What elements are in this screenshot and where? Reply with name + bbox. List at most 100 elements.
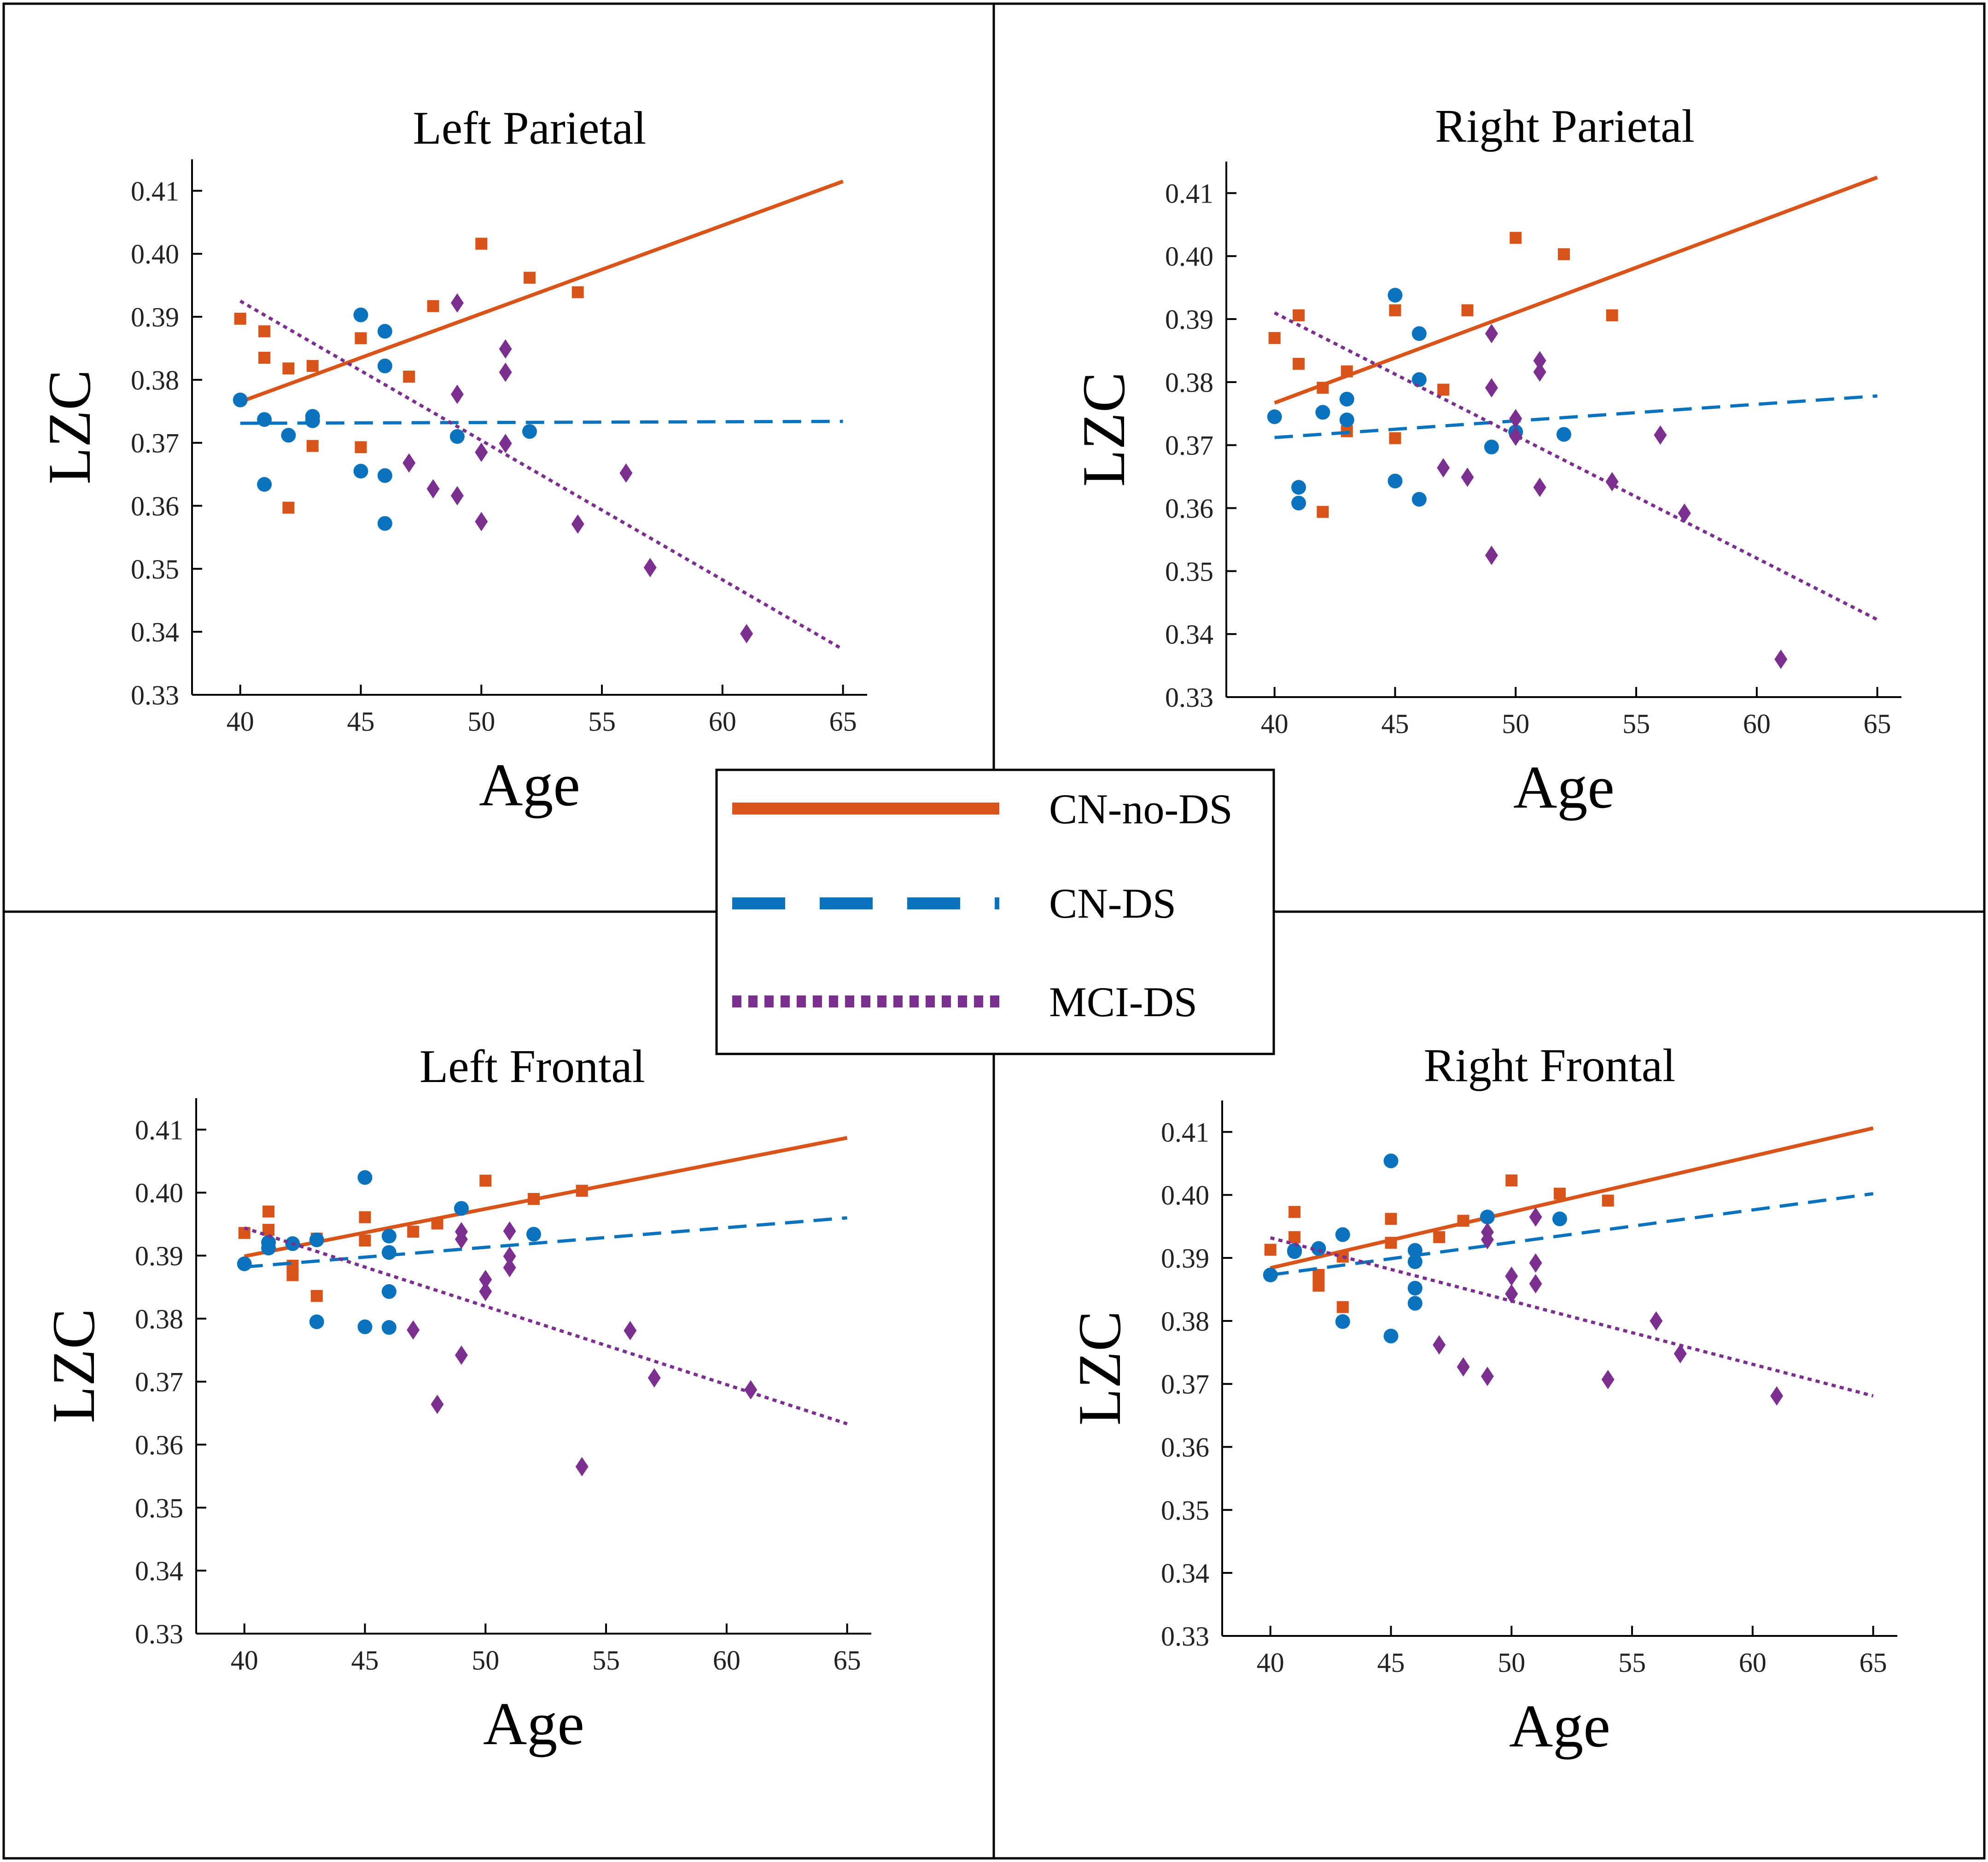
legend: CN-no-DS CN-DS MCI-DS — [715, 768, 1275, 1055]
left-parietal-mci-ds-point — [571, 514, 584, 534]
left-frontal-y-tick-label: 0.36 — [135, 1430, 183, 1461]
left-parietal-mci-ds-point — [450, 384, 464, 404]
right-frontal-cn-ds-fit-line — [1270, 1192, 1874, 1277]
left-frontal-mci-ds-point — [455, 1229, 468, 1249]
right-frontal-cn-no-ds-point — [1385, 1213, 1397, 1225]
left-frontal-y-tick-label: 0.37 — [135, 1367, 183, 1397]
left-parietal-x-axis-label: Age — [479, 751, 580, 819]
left-frontal-cn-no-ds-point — [528, 1193, 540, 1205]
left-parietal-y-tick-label: 0.38 — [131, 365, 179, 396]
left-parietal-y-tick-label: 0.39 — [131, 302, 179, 332]
right-frontal-mci-ds-point — [1505, 1284, 1518, 1304]
left-parietal-cn-no-ds-point — [306, 360, 319, 372]
right-frontal-cn-no-ds-point — [1288, 1206, 1301, 1218]
left-frontal-cn-no-ds-point — [262, 1205, 275, 1218]
left-parietal-cn-ds-point — [281, 428, 296, 443]
right-parietal-mci-ds-point — [1533, 362, 1546, 382]
right-parietal-y-tick-label: 0.38 — [1165, 367, 1213, 398]
right-parietal-mci-ds-point — [1437, 458, 1450, 477]
left-frontal-cn-no-ds-point — [359, 1234, 371, 1247]
right-frontal-x-tick-label: 55 — [1618, 1647, 1646, 1678]
left-frontal-x-axis-label: Age — [483, 1690, 584, 1757]
right-frontal-cn-no-ds-point — [1264, 1244, 1277, 1256]
right-parietal-cn-ds-point — [1388, 473, 1403, 489]
right-parietal-y-axis-label: LZC — [1070, 372, 1137, 487]
left-frontal-mci-ds-point — [575, 1457, 589, 1477]
right-frontal-cn-no-ds-fit-line — [1270, 1126, 1874, 1270]
right-frontal-cn-ds-point — [1263, 1268, 1278, 1283]
right-frontal-x-tick-label: 50 — [1498, 1647, 1525, 1678]
right-parietal-cn-no-ds-point — [1606, 309, 1618, 321]
right-frontal-mci-ds-point — [1529, 1253, 1542, 1273]
left-frontal-y-tick-label: 0.39 — [135, 1241, 183, 1271]
left-parietal-mci-ds-point — [740, 624, 753, 644]
left-parietal-cn-ds-point — [377, 516, 392, 531]
left-parietal-cn-no-ds-point — [427, 300, 439, 312]
left-parietal-cn-no-ds-point — [282, 362, 295, 375]
left-frontal-cn-ds-point — [261, 1240, 276, 1256]
right-parietal-mci-ds-point — [1485, 324, 1498, 343]
left-parietal-cn-ds-point — [377, 358, 392, 373]
right-frontal-cn-no-ds-point — [1433, 1231, 1446, 1243]
left-parietal-x-tick-label: 50 — [467, 706, 495, 737]
right-parietal-cn-ds-point — [1315, 405, 1330, 420]
left-frontal-cn-no-ds-fit-line — [244, 1136, 848, 1258]
right-frontal-cn-ds-point — [1552, 1211, 1567, 1227]
right-parietal-cn-no-ds-point — [1317, 506, 1329, 518]
right-frontal-cn-ds-point — [1383, 1153, 1399, 1169]
right-parietal-mci-ds-point — [1509, 426, 1522, 446]
right-frontal-mci-ds-point — [1770, 1386, 1784, 1406]
right-parietal-x-tick-label: 50 — [1502, 709, 1529, 739]
left-frontal-y-tick-label: 0.41 — [135, 1115, 183, 1145]
right-parietal-cn-no-ds-point — [1268, 332, 1281, 344]
right-parietal-y-tick-label: 0.41 — [1165, 178, 1213, 209]
right-frontal-title: Right Frontal — [1424, 1040, 1676, 1092]
right-parietal-mci-ds-point — [1533, 351, 1546, 371]
right-parietal-x-tick-label: 55 — [1622, 709, 1650, 739]
right-parietal-x-tick-label: 45 — [1382, 709, 1409, 739]
right-frontal-x-tick-label: 65 — [1860, 1647, 1887, 1678]
left-parietal-mci-ds-point — [450, 293, 464, 313]
left-parietal-mci-ds-point — [499, 362, 512, 382]
right-frontal-cn-no-ds-point — [1336, 1301, 1349, 1313]
right-frontal-cn-ds-point — [1335, 1227, 1350, 1242]
right-frontal-mci-ds-point — [1433, 1335, 1446, 1355]
right-parietal-cn-no-ds-point — [1341, 365, 1353, 378]
left-parietal-cn-ds-fit-line — [240, 419, 843, 425]
left-parietal-mci-ds-point — [475, 512, 488, 531]
right-frontal-cn-no-ds-point — [1312, 1269, 1325, 1281]
right-parietal-y-tick-label: 0.37 — [1165, 431, 1213, 461]
left-parietal-mci-ds-point — [475, 442, 488, 462]
left-parietal-cn-no-ds-fit-line — [239, 180, 844, 404]
left-parietal-cn-ds-point — [449, 429, 465, 444]
right-frontal-y-tick-label: 0.39 — [1161, 1243, 1209, 1274]
left-parietal-cn-ds-point — [305, 413, 320, 428]
left-frontal-mci-ds-point — [624, 1321, 637, 1340]
right-parietal-cn-no-ds-fit-line — [1274, 175, 1878, 405]
right-frontal-cn-ds-point — [1287, 1243, 1302, 1258]
right-parietal-cn-no-ds-point — [1293, 358, 1305, 370]
left-frontal-cn-no-ds-point — [310, 1290, 323, 1302]
right-frontal-cn-no-ds-point — [1602, 1194, 1614, 1207]
left-frontal-mci-ds-point — [479, 1270, 492, 1290]
left-parietal-x-tick-label: 65 — [829, 706, 857, 737]
right-frontal-mci-ds-point — [1673, 1344, 1687, 1364]
left-parietal-y-axis-label: LZC — [35, 370, 103, 484]
left-frontal-cn-ds-point — [454, 1201, 469, 1216]
right-frontal-x-axis-label: Age — [1509, 1692, 1610, 1760]
left-frontal-y-tick-label: 0.33 — [135, 1619, 183, 1649]
left-parietal-mci-ds-point — [426, 479, 440, 499]
left-frontal-cn-ds-point — [309, 1232, 324, 1247]
left-parietal-y-tick-label: 0.35 — [131, 554, 179, 584]
left-parietal-y-tick-label: 0.34 — [131, 617, 179, 647]
right-parietal-cn-no-ds-point — [1389, 304, 1401, 316]
right-frontal-y-tick-label: 0.33 — [1161, 1621, 1209, 1652]
left-frontal-title: Left Frontal — [420, 1041, 645, 1093]
left-frontal-y-axis-label: LZC — [40, 1309, 107, 1423]
chart-panels: Left Parietal 0.33 0.34 0.35 0.36 0.37 0.38 0.3… — [35, 100, 1901, 1760]
left-frontal-cn-ds-point — [381, 1245, 396, 1260]
left-frontal-y-tick-label: 0.34 — [135, 1556, 183, 1586]
right-frontal-mci-ds-point — [1481, 1230, 1494, 1250]
right-frontal-cn-no-ds-point — [1505, 1174, 1518, 1187]
